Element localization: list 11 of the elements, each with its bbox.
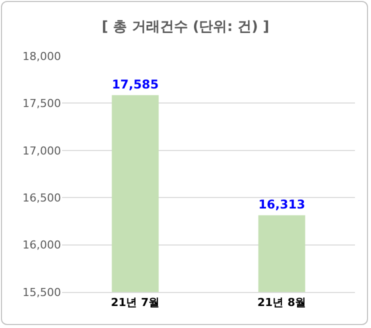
x-tick-label: 21년 8월 bbox=[257, 296, 306, 310]
y-tick-label: 17,500 bbox=[22, 97, 61, 110]
x-tick-label: 21년 7월 bbox=[110, 296, 160, 310]
y-tick-label: 18,000 bbox=[22, 50, 61, 63]
y-tick-label: 17,000 bbox=[22, 144, 61, 158]
data-label: 16,313 bbox=[258, 198, 306, 212]
y-tick-label: 16,500 bbox=[22, 191, 61, 204]
y-tick-label: 16,000 bbox=[22, 238, 61, 252]
y-tick-label: 15,500 bbox=[22, 286, 61, 299]
data-label: 17,585 bbox=[112, 77, 159, 92]
chart-title: [ 총 거래건수 (단위: 건) ] bbox=[102, 19, 270, 36]
